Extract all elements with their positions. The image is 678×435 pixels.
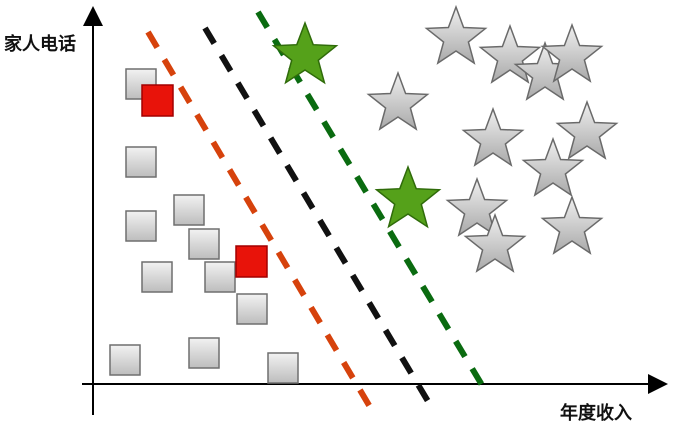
square-icon <box>188 337 220 369</box>
square-icon <box>188 228 220 260</box>
star-icon <box>445 176 509 237</box>
square-icon <box>141 261 173 293</box>
square-highlight-icon <box>235 245 268 278</box>
square-icon <box>125 146 157 178</box>
square-icon <box>204 261 236 293</box>
x-axis-label: 年度收入 <box>560 403 632 424</box>
boundary-line-black <box>202 26 435 410</box>
star-highlight-icon <box>271 20 339 85</box>
star-icon <box>461 106 525 167</box>
star-icon <box>540 194 604 255</box>
highlighted-star-group <box>271 20 442 229</box>
star-icon <box>555 99 619 160</box>
square-icon <box>236 293 268 325</box>
star-icon <box>424 4 488 65</box>
star-icon <box>463 212 527 273</box>
square-highlight-icon <box>141 84 174 117</box>
axes <box>82 6 668 415</box>
boundary-line-orange <box>145 30 376 414</box>
highlighted-square-group <box>141 84 268 278</box>
square-group <box>109 68 299 384</box>
star-group <box>366 4 619 273</box>
square-icon <box>125 210 157 242</box>
star-icon <box>478 23 542 84</box>
star-icon <box>521 136 585 197</box>
star-icon <box>366 70 430 131</box>
y-axis-label: 家人电话 <box>4 34 76 55</box>
square-icon <box>173 194 205 226</box>
square-icon <box>267 352 299 384</box>
star-icon <box>540 22 604 83</box>
star-highlight-icon <box>374 164 442 229</box>
square-icon <box>109 344 141 376</box>
